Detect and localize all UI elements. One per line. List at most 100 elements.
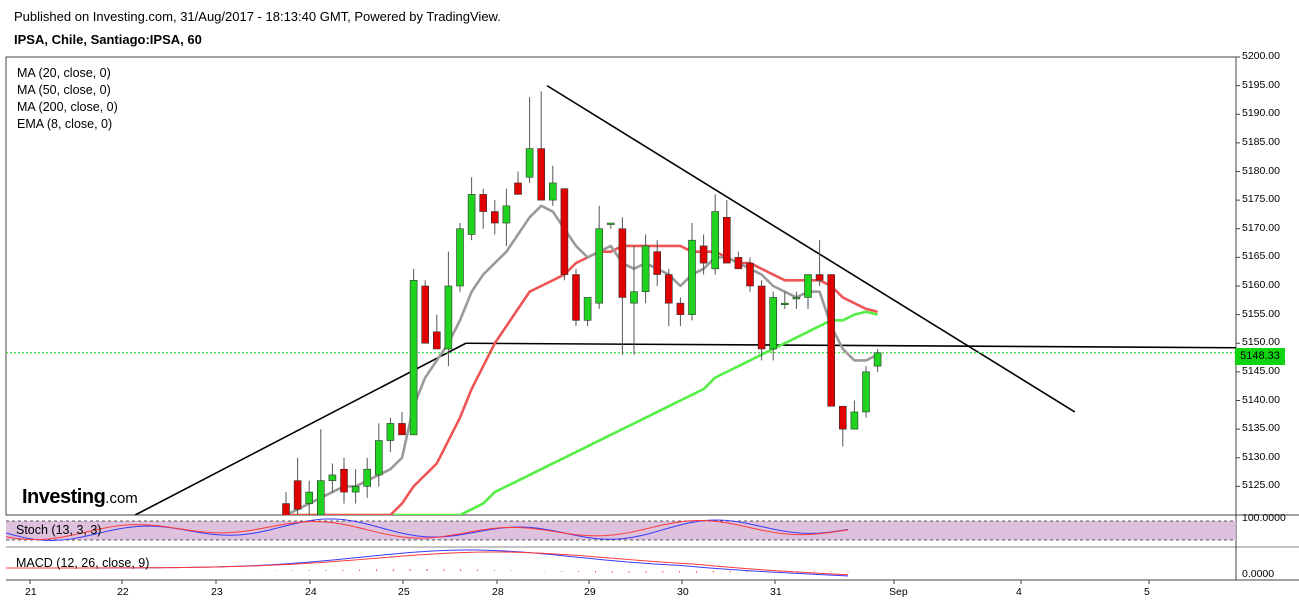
y-tick-label: 5170.00 <box>1242 221 1280 234</box>
candle-body <box>746 262 754 287</box>
trendline <box>465 342 1236 349</box>
y-tick-label: 5140.00 <box>1242 393 1280 406</box>
y-tick-label: 5185.00 <box>1242 135 1280 148</box>
candle-body <box>757 285 766 350</box>
candle-body <box>722 217 731 264</box>
candle-body <box>815 274 824 281</box>
x-tick-label: 30 <box>677 586 689 598</box>
stoch-band <box>6 521 1236 540</box>
candle-body <box>827 274 836 407</box>
candle-body <box>676 302 685 315</box>
candle-body <box>560 188 569 275</box>
y-tick-label: 5195.00 <box>1242 78 1280 91</box>
macd-axis-label: 0.0000 <box>1242 568 1275 580</box>
candle-body <box>653 251 662 275</box>
candle-body <box>664 274 673 304</box>
candle-body <box>792 297 801 300</box>
candle-body <box>374 440 383 476</box>
candle-body <box>780 302 789 305</box>
investing-logo: Investing.com <box>22 486 138 508</box>
y-tick-label: 5190.00 <box>1242 107 1280 120</box>
candle-body <box>398 423 406 436</box>
legend-ma200: MA (200, close, 0) <box>17 100 118 114</box>
candle-body <box>363 468 372 487</box>
candle-body <box>688 239 696 315</box>
x-tick-label: 5 <box>1144 586 1150 598</box>
stoch-label: Stoch (13, 3, 3) <box>16 523 102 537</box>
candle-body <box>467 194 476 235</box>
candle-body <box>444 285 453 350</box>
candle-body <box>618 228 627 298</box>
candle-body <box>525 148 534 178</box>
candle-body <box>537 148 546 201</box>
candle-body <box>282 503 290 515</box>
trendline <box>546 84 1076 413</box>
candle-body <box>838 405 847 430</box>
candle-body <box>606 222 615 225</box>
x-tick-label: 29 <box>584 586 596 598</box>
y-tick-label: 5150.00 <box>1242 336 1280 349</box>
ma20-line <box>285 204 879 515</box>
candle-body <box>850 411 859 430</box>
x-tick-label: 28 <box>492 586 504 598</box>
y-tick-label: 5200.00 <box>1242 50 1280 62</box>
legend-ema8: EMA (8, close, 0) <box>17 117 113 131</box>
ma50-line <box>286 244 878 515</box>
x-tick-label: 25 <box>398 586 410 598</box>
legend-ma50: MA (50, close, 0) <box>17 83 111 97</box>
y-tick-label: 5135.00 <box>1242 422 1280 435</box>
y-tick-label: 5130.00 <box>1242 450 1280 463</box>
y-tick-label: 5165.00 <box>1242 250 1280 263</box>
candle-body <box>595 228 604 304</box>
candle-body <box>421 285 430 344</box>
candle-body <box>630 291 638 304</box>
published-caption: Published on Investing.com, 31/Aug/2017 … <box>14 9 501 24</box>
candle-body <box>699 245 708 264</box>
macd-label: MACD (12, 26, close, 9) <box>16 556 150 570</box>
candle-body <box>734 257 743 270</box>
symbol-title: IPSA, Chile, Santiago:IPSA, 60 <box>14 32 202 47</box>
candle-body <box>873 352 882 367</box>
y-tick-label: 5180.00 <box>1242 164 1280 177</box>
plot-area <box>6 84 1236 515</box>
candle-body <box>769 297 778 350</box>
candle-body <box>479 194 488 212</box>
stoch-d-line <box>5 519 849 541</box>
candle-body <box>316 480 325 515</box>
x-tick-label: 22 <box>117 586 129 598</box>
candle-body <box>862 371 870 413</box>
candle-body <box>572 274 580 321</box>
x-tick-label: 24 <box>305 586 317 598</box>
candle-body <box>641 245 650 293</box>
y-tick-label: 5145.00 <box>1242 364 1280 377</box>
candle-body <box>456 228 464 287</box>
candle-body <box>490 211 499 224</box>
candle-body <box>409 279 418 436</box>
candle-body <box>351 486 360 493</box>
ma200-line <box>286 310 878 515</box>
y-tick-label: 5155.00 <box>1242 307 1280 320</box>
stoch-axis-label: 100.0000 <box>1242 512 1286 524</box>
candle-body <box>711 211 720 270</box>
candle-body <box>386 423 395 441</box>
candle-body <box>328 474 337 481</box>
x-tick-label: 4 <box>1016 586 1022 598</box>
candle-body <box>432 331 441 350</box>
x-tick-label: 21 <box>25 586 37 598</box>
y-tick-label: 5160.00 <box>1242 279 1280 291</box>
y-tick-label: 5175.00 <box>1242 193 1280 206</box>
candle-body <box>502 205 511 224</box>
candle-body <box>583 297 592 321</box>
candle-body <box>293 480 302 510</box>
candle-body <box>804 274 812 298</box>
x-tick-label: 23 <box>211 586 223 598</box>
macd-signal-line <box>5 551 849 576</box>
legend-ma20: MA (20, close, 0) <box>17 66 111 80</box>
x-tick-label: Sep <box>889 586 908 598</box>
candle-body <box>305 491 314 504</box>
y-tick-label: 5125.00 <box>1242 479 1280 492</box>
candle-body <box>548 182 557 201</box>
candle-body <box>514 182 522 195</box>
candle-body <box>340 468 348 493</box>
